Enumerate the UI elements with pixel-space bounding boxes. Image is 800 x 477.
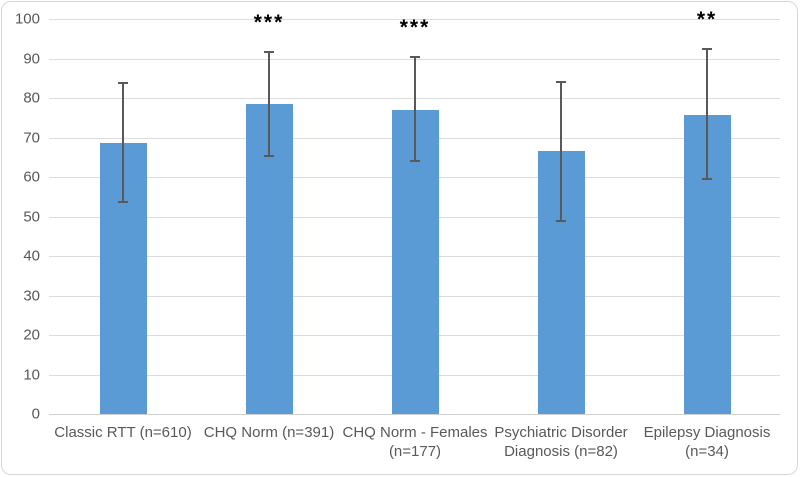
y-tick-label-30: 30	[23, 287, 40, 304]
error-bar-cap-top-2	[410, 55, 420, 58]
gridline-100	[49, 19, 780, 20]
category-label-2: CHQ Norm - Females (n=177)	[342, 424, 488, 460]
category-label-1: CHQ Norm (n=391)	[203, 424, 335, 441]
error-bar-2	[414, 56, 416, 162]
significance-stars-4: **	[696, 7, 718, 31]
significance-stars-2: ***	[399, 15, 431, 39]
x-axis-line	[49, 414, 780, 415]
error-bar-0	[122, 82, 124, 202]
y-tick-label-0: 0	[31, 405, 40, 423]
y-tick-label-100: 100	[14, 10, 40, 28]
y-tick-label-40: 40	[23, 247, 40, 265]
significance-stars-1: ***	[253, 10, 285, 34]
error-bar-1	[268, 51, 270, 157]
error-bar-cap-top-3	[556, 81, 566, 84]
error-bar-cap-bottom-2	[410, 160, 420, 163]
category-label-3: Psychiatric Disorder Diagnosis (n=82)	[494, 424, 628, 460]
error-bar-cap-bottom-4	[702, 178, 712, 181]
error-bar-4	[706, 48, 708, 180]
error-bar-cap-top-4	[702, 47, 712, 50]
y-tick-label-50: 50	[23, 208, 40, 225]
error-bar-3	[560, 82, 562, 222]
y-tick-label-70: 70	[23, 129, 40, 146]
error-bar-cap-bottom-3	[556, 220, 566, 223]
y-tick-label-90: 90	[23, 50, 40, 67]
y-tick-label-80: 80	[23, 89, 40, 107]
error-bar-cap-top-1	[264, 50, 274, 53]
category-label-0: Classic RTT (n=610)	[54, 424, 192, 441]
y-tick-label-10: 10	[23, 366, 40, 383]
y-tick-label-60: 60	[23, 168, 40, 186]
error-bar-cap-bottom-1	[264, 155, 274, 158]
error-bar-cap-bottom-0	[118, 200, 128, 203]
y-tick-label-20: 20	[23, 326, 40, 344]
error-bar-cap-top-0	[118, 81, 128, 84]
category-label-4: Epilepsy Diagnosis (n=34)	[643, 424, 771, 460]
